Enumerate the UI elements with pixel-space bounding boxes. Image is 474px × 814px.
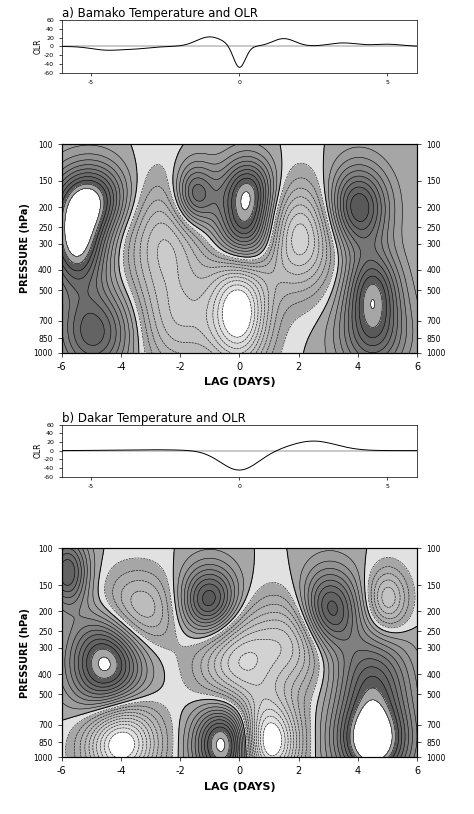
X-axis label: LAG (DAYS): LAG (DAYS) xyxy=(203,781,275,791)
Text: b) Dakar Temperature and OLR: b) Dakar Temperature and OLR xyxy=(62,412,246,425)
X-axis label: LAG (DAYS): LAG (DAYS) xyxy=(203,378,275,387)
Y-axis label: PRESSURE (hPa): PRESSURE (hPa) xyxy=(20,608,30,698)
Text: a) Bamako Temperature and OLR: a) Bamako Temperature and OLR xyxy=(62,7,258,20)
Y-axis label: OLR: OLR xyxy=(34,443,43,458)
Y-axis label: PRESSURE (hPa): PRESSURE (hPa) xyxy=(20,204,30,294)
Y-axis label: OLR: OLR xyxy=(34,39,43,55)
